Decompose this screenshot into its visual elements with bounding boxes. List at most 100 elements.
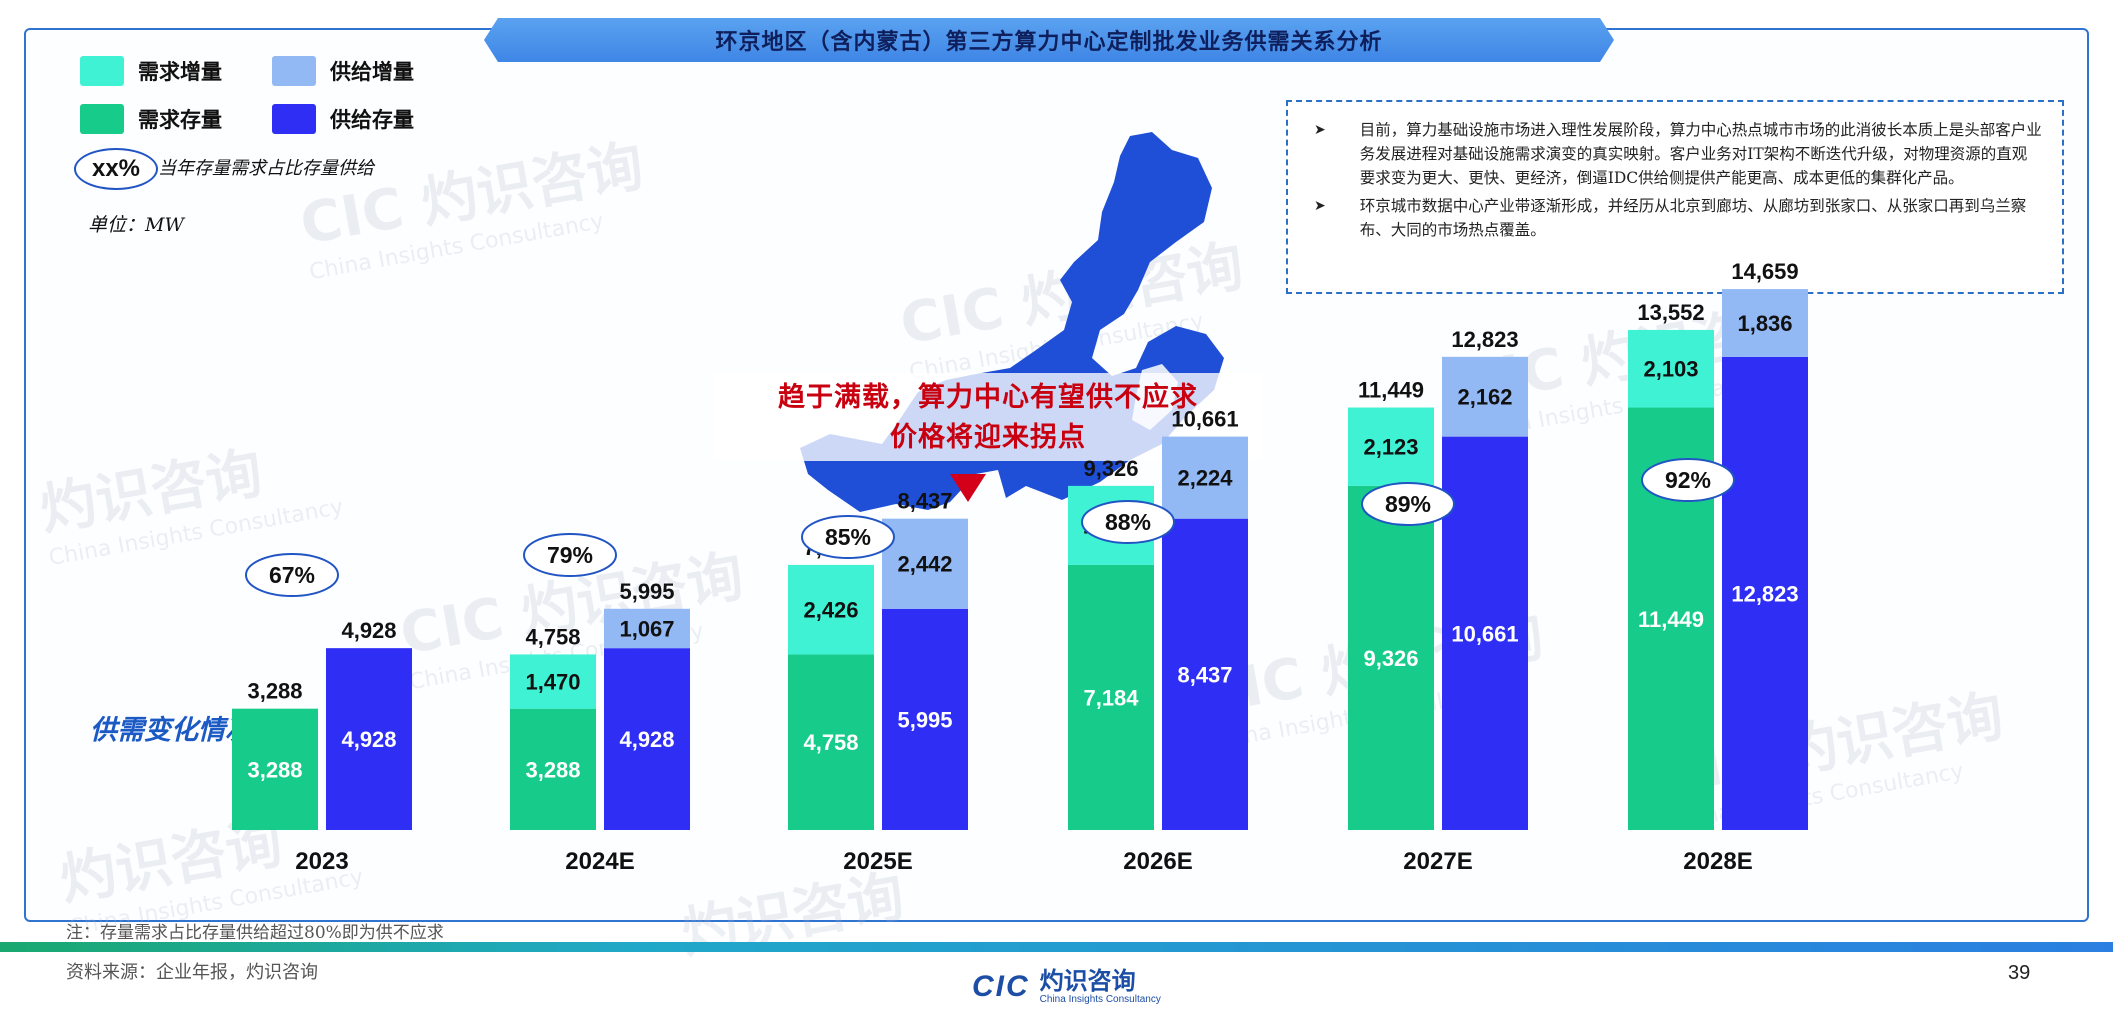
x-tick-label: 2025E bbox=[843, 848, 912, 875]
x-tick-label: 2023 bbox=[295, 848, 348, 875]
bar-supply-increment bbox=[1442, 356, 1528, 437]
bar-supply-stock bbox=[1722, 356, 1808, 830]
bar-demand-stock bbox=[1068, 564, 1154, 830]
callout-line1: 趋于满载，算力中心有望供不应求 bbox=[778, 382, 1198, 413]
total-label-supply: 5,995 bbox=[619, 579, 674, 604]
legend-ratio-desc: 当年存量需求占比存量供给 bbox=[158, 158, 374, 179]
ratio-oval bbox=[245, 553, 339, 597]
bar-label-demand-increment: 2,426 bbox=[803, 598, 858, 623]
total-label-demand: 9,326 bbox=[1083, 456, 1138, 481]
ratio-oval bbox=[801, 515, 895, 559]
legend-ratio-sample: xx% bbox=[74, 148, 158, 190]
legend-label: 供给存量 bbox=[330, 107, 414, 132]
bar-supply-stock bbox=[1442, 436, 1528, 830]
note-text: 目前，算力基础设施市场进入理性发展阶段，算力中心热点城市市场的此消彼长本质上是头… bbox=[1359, 121, 2042, 187]
down-triangle-icon bbox=[950, 474, 986, 502]
legend-swatch bbox=[272, 104, 316, 134]
legend-label: 供给增量 bbox=[330, 59, 414, 84]
ratio-oval bbox=[523, 533, 617, 577]
bar-label-demand-stock: 4,758 bbox=[803, 730, 858, 755]
source-text: 资料来源：企业年报，灼识咨询 bbox=[66, 962, 318, 983]
company-logo: CIC 灼识咨询 China Insights Consultancy bbox=[972, 968, 1161, 1005]
bar-label-demand-stock: 7,184 bbox=[1083, 685, 1139, 710]
footer-bar bbox=[0, 942, 2113, 952]
footnote: 注：存量需求占比存量供给超过80%即为供不应求 bbox=[66, 923, 444, 943]
bar-demand-increment bbox=[510, 654, 596, 709]
total-label-supply: 12,823 bbox=[1451, 327, 1518, 352]
total-label-demand: 4,758 bbox=[525, 624, 580, 649]
section-label: 供需变化情况 bbox=[90, 715, 252, 746]
callout-text: 趋于满载，算力中心有望供不应求 价格将迎来拐点 bbox=[714, 378, 1262, 458]
bullet-arrow-icon: ➤ bbox=[1314, 122, 1326, 138]
legend-swatch bbox=[272, 56, 316, 86]
legend-label: 需求存量 bbox=[138, 107, 222, 132]
ratio-oval bbox=[1361, 482, 1455, 526]
note-bullet: ➤ 环京城市数据中心产业带逐渐形成，并经历从北京到廊坊、从廊坊到张家口、从张家口… bbox=[1314, 194, 2042, 242]
bar-label-supply-increment: 2,224 bbox=[1177, 466, 1233, 491]
x-tick-label: 2027E bbox=[1403, 848, 1472, 875]
bar-supply-stock bbox=[326, 648, 412, 830]
unit-label: 单位：MW bbox=[88, 214, 184, 236]
bar-supply-stock bbox=[882, 608, 968, 830]
x-tick-label: 2026E bbox=[1123, 848, 1192, 875]
ratio-label: 89% bbox=[1385, 491, 1431, 517]
bar-demand-increment bbox=[1628, 329, 1714, 408]
bar-label-demand-increment: 2,103 bbox=[1643, 357, 1698, 382]
ratio-label: 88% bbox=[1105, 509, 1151, 535]
bar-label-supply-stock: 4,928 bbox=[341, 727, 396, 752]
total-label-supply: 10,661 bbox=[1171, 407, 1238, 432]
page-number: 39 bbox=[2008, 962, 2031, 984]
x-tick-label: 2024E bbox=[565, 848, 634, 875]
x-tick-label: 2028E bbox=[1683, 848, 1752, 875]
bar-supply-increment bbox=[882, 518, 968, 609]
bar-demand-stock bbox=[1348, 485, 1434, 830]
notes-box: ➤ 目前，算力基础设施市场进入理性发展阶段，算力中心热点城市市场的此消彼长本质上… bbox=[1286, 100, 2064, 294]
bar-label-supply-increment: 2,162 bbox=[1457, 385, 1512, 410]
ratio-oval bbox=[1081, 500, 1175, 544]
legend-demand-increment: 需求增量 bbox=[80, 56, 222, 86]
logo-en: China Insights Consultancy bbox=[1039, 994, 1161, 1005]
bar-demand-increment bbox=[788, 564, 874, 655]
bar-supply-stock bbox=[1162, 518, 1248, 830]
bar-demand-stock bbox=[510, 708, 596, 830]
bar-label-demand-stock: 3,288 bbox=[525, 757, 580, 782]
bar-label-demand-increment: 1,470 bbox=[525, 670, 580, 695]
bar-label-supply-stock: 5,995 bbox=[897, 707, 952, 732]
ratio-oval bbox=[1641, 458, 1735, 502]
bar-label-supply-stock: 10,661 bbox=[1451, 621, 1518, 646]
bar-demand-stock bbox=[232, 708, 318, 830]
bar-demand-stock bbox=[788, 654, 874, 830]
bar-label-demand-stock: 9,326 bbox=[1363, 646, 1418, 671]
ratio-label: 92% bbox=[1665, 467, 1711, 493]
legend-swatch bbox=[80, 104, 124, 134]
total-label-demand: 3,288 bbox=[247, 679, 302, 704]
ratio-label: 67% bbox=[269, 562, 315, 588]
ratio-label: 85% bbox=[825, 524, 871, 550]
note-text: 环京城市数据中心产业带逐渐形成，并经历从北京到廊坊、从廊坊到张家口、从张家口再到… bbox=[1359, 197, 2027, 239]
bar-demand-increment bbox=[1348, 407, 1434, 486]
legend-label: 需求增量 bbox=[138, 59, 222, 84]
bar-label-demand-stock: 3,288 bbox=[247, 757, 302, 782]
bar-supply-stock bbox=[604, 648, 690, 830]
bar-label-demand-stock: 11,449 bbox=[1638, 607, 1704, 632]
callout-line2: 价格将迎来拐点 bbox=[890, 422, 1086, 453]
total-label-demand: 13,552 bbox=[1637, 300, 1704, 325]
legend-supply-stock: 供给存量 bbox=[272, 104, 414, 134]
bar-label-supply-increment: 2,442 bbox=[897, 552, 952, 577]
legend-demand-stock: 需求存量 bbox=[80, 104, 222, 134]
ratio-label: 79% bbox=[547, 542, 593, 568]
bar-label-supply-increment: 1,067 bbox=[619, 616, 674, 641]
bullet-arrow-icon: ➤ bbox=[1314, 198, 1326, 214]
bar-supply-increment bbox=[604, 608, 690, 649]
bar-label-supply-stock: 12,823 bbox=[1731, 581, 1798, 606]
bar-supply-increment bbox=[1722, 289, 1808, 357]
page-title: 环京地区（含内蒙古）第三方算力中心定制批发业务供需关系分析 bbox=[484, 18, 1614, 62]
bar-label-supply-stock: 8,437 bbox=[1177, 662, 1232, 687]
bar-label-supply-stock: 4,928 bbox=[619, 727, 674, 752]
logo-cn: 灼识咨询 bbox=[1039, 967, 1136, 995]
bar-supply-increment bbox=[1162, 436, 1248, 519]
legend-supply-increment: 供给增量 bbox=[272, 56, 414, 86]
legend-swatch bbox=[80, 56, 124, 86]
bar-label-supply-increment: 1,836 bbox=[1737, 311, 1792, 336]
